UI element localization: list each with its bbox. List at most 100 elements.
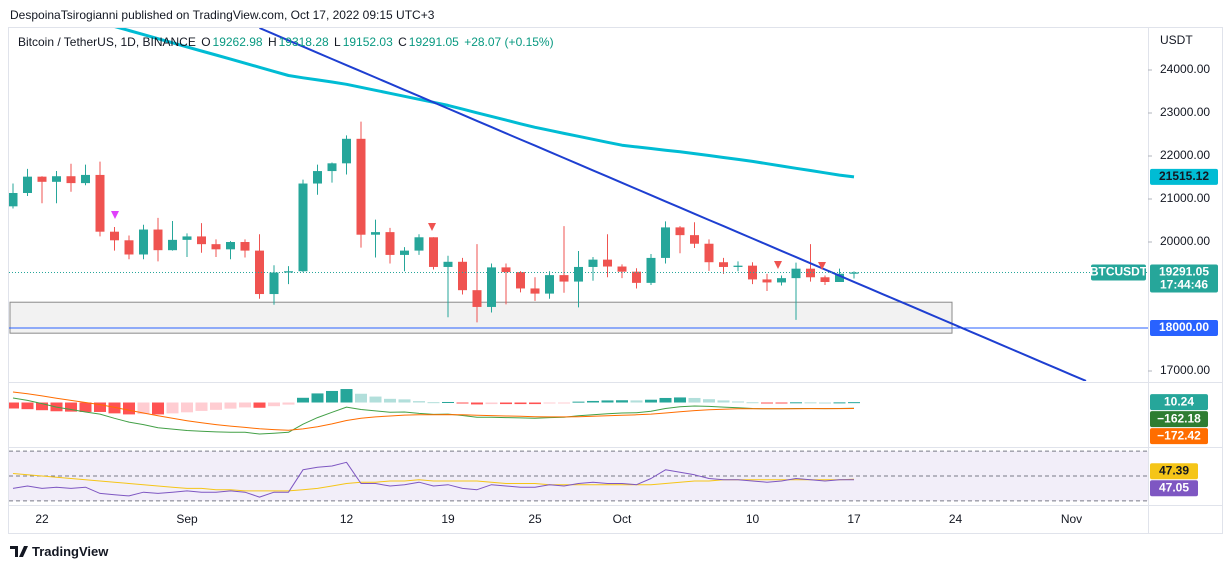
candle-body xyxy=(516,272,525,289)
candle-body xyxy=(414,237,424,251)
histogram-bar xyxy=(413,401,425,403)
symbol-title: Bitcoin / TetherUS, 1D, BINANCE xyxy=(18,35,196,49)
histogram-bar xyxy=(398,399,411,403)
candle-body xyxy=(66,176,76,184)
ohlc-label: H xyxy=(267,35,277,49)
candle-body xyxy=(197,236,206,245)
candle-body xyxy=(777,278,786,283)
histogram-bar xyxy=(775,402,788,404)
published-line: DespoinaTsirogianni published on Trading… xyxy=(10,8,435,22)
histogram-bar xyxy=(572,401,585,403)
histogram-bar xyxy=(9,402,19,409)
histogram-bar xyxy=(311,393,324,403)
axes: 17000.00 20000.00 21000.00 22000.00 23000.00… xyxy=(35,62,1218,526)
histogram-bar xyxy=(616,400,628,403)
main-pane xyxy=(9,28,1148,381)
candle-body xyxy=(690,235,699,244)
candle-body xyxy=(849,272,859,274)
macd-tag-bg xyxy=(1150,428,1208,445)
symbol-tag-bg xyxy=(1091,264,1146,281)
ohlc-label: O xyxy=(201,35,211,49)
candle-body xyxy=(95,174,105,232)
candle-body xyxy=(9,192,18,207)
candle-body xyxy=(284,271,293,273)
histogram-bar xyxy=(340,389,353,403)
candle-body xyxy=(23,176,32,193)
histogram-bar xyxy=(384,398,396,403)
histogram-bar xyxy=(659,397,672,403)
ohlc-value: 19318.28 xyxy=(278,35,329,49)
macd-tag-bg xyxy=(1150,394,1208,411)
histogram-bar xyxy=(181,402,193,413)
histogram-bar xyxy=(848,402,860,404)
histogram-bar xyxy=(94,402,106,412)
x-tick-label: 19 xyxy=(441,512,455,526)
candle-body xyxy=(501,267,511,273)
histogram-bar xyxy=(471,402,483,405)
histogram-bar xyxy=(717,400,730,403)
candle-body xyxy=(588,259,598,267)
candle-body xyxy=(52,176,61,182)
candle-body xyxy=(719,262,728,267)
histogram-bar xyxy=(65,402,77,412)
candle-body xyxy=(371,232,380,235)
candle-body xyxy=(545,275,554,294)
y-tick-label: 17000.00 xyxy=(1160,363,1210,377)
candle-body xyxy=(530,288,540,294)
candle-body xyxy=(342,138,351,164)
histogram-bar xyxy=(804,402,817,404)
candle-body xyxy=(661,227,670,258)
candle-body xyxy=(458,261,467,291)
trendline xyxy=(259,28,1087,381)
signal-marker xyxy=(111,211,119,219)
histogram-bar xyxy=(79,402,92,412)
ohlc-label: L xyxy=(334,35,341,49)
candle-body xyxy=(559,275,569,282)
histogram-bar xyxy=(369,396,382,403)
x-tick-label: Nov xyxy=(1061,512,1082,526)
histogram-bar xyxy=(166,402,179,414)
candle-body xyxy=(400,250,409,255)
histogram-bar xyxy=(21,402,34,410)
histogram-bar xyxy=(427,402,440,404)
candle-body xyxy=(733,265,743,267)
histogram-bar xyxy=(123,402,135,415)
signal-marker xyxy=(774,261,782,269)
histogram-bar xyxy=(297,397,309,403)
candle-body xyxy=(153,229,163,251)
y-tick-label: 21000.00 xyxy=(1160,191,1210,205)
chart-frame xyxy=(8,27,1223,534)
candle-body xyxy=(632,271,641,283)
x-tick-label: 25 xyxy=(528,512,542,526)
histogram-bar xyxy=(500,402,512,405)
rsi-tag-bg xyxy=(1150,480,1198,497)
x-tick-label: 10 xyxy=(746,512,760,526)
candle-body xyxy=(139,229,148,255)
histogram-bar xyxy=(746,402,759,404)
candle-body xyxy=(487,267,496,307)
histogram-bar xyxy=(514,402,527,405)
horizontal-line-tag: 18000.00 xyxy=(1159,320,1209,334)
y-tick-label: 24000.00 xyxy=(1160,62,1210,76)
symbol-line: Bitcoin / TetherUS, 1D, BINANCE O 19262.9… xyxy=(18,35,556,49)
ohlc-label: C xyxy=(398,35,407,49)
histogram-bar xyxy=(601,400,614,403)
histogram-bar xyxy=(456,402,469,404)
candle-body xyxy=(603,259,612,267)
candle-body xyxy=(298,183,308,272)
histogram-bar xyxy=(210,402,222,410)
candle-body xyxy=(472,290,482,307)
x-tick-label: Sep xyxy=(176,512,198,526)
candle-body xyxy=(443,261,453,267)
candle-body xyxy=(313,171,322,184)
histogram-bar xyxy=(224,402,237,409)
horizontal-line-tag-bg xyxy=(1150,320,1218,337)
ma-price-tag: 21515.12 xyxy=(1159,169,1209,183)
histogram-bar xyxy=(543,402,556,404)
candle-body xyxy=(385,232,395,255)
histogram-bar xyxy=(108,402,121,414)
x-tick-label: 24 xyxy=(949,512,963,526)
ma-price-tag-bg xyxy=(1150,168,1218,185)
histogram-bar xyxy=(253,402,266,408)
